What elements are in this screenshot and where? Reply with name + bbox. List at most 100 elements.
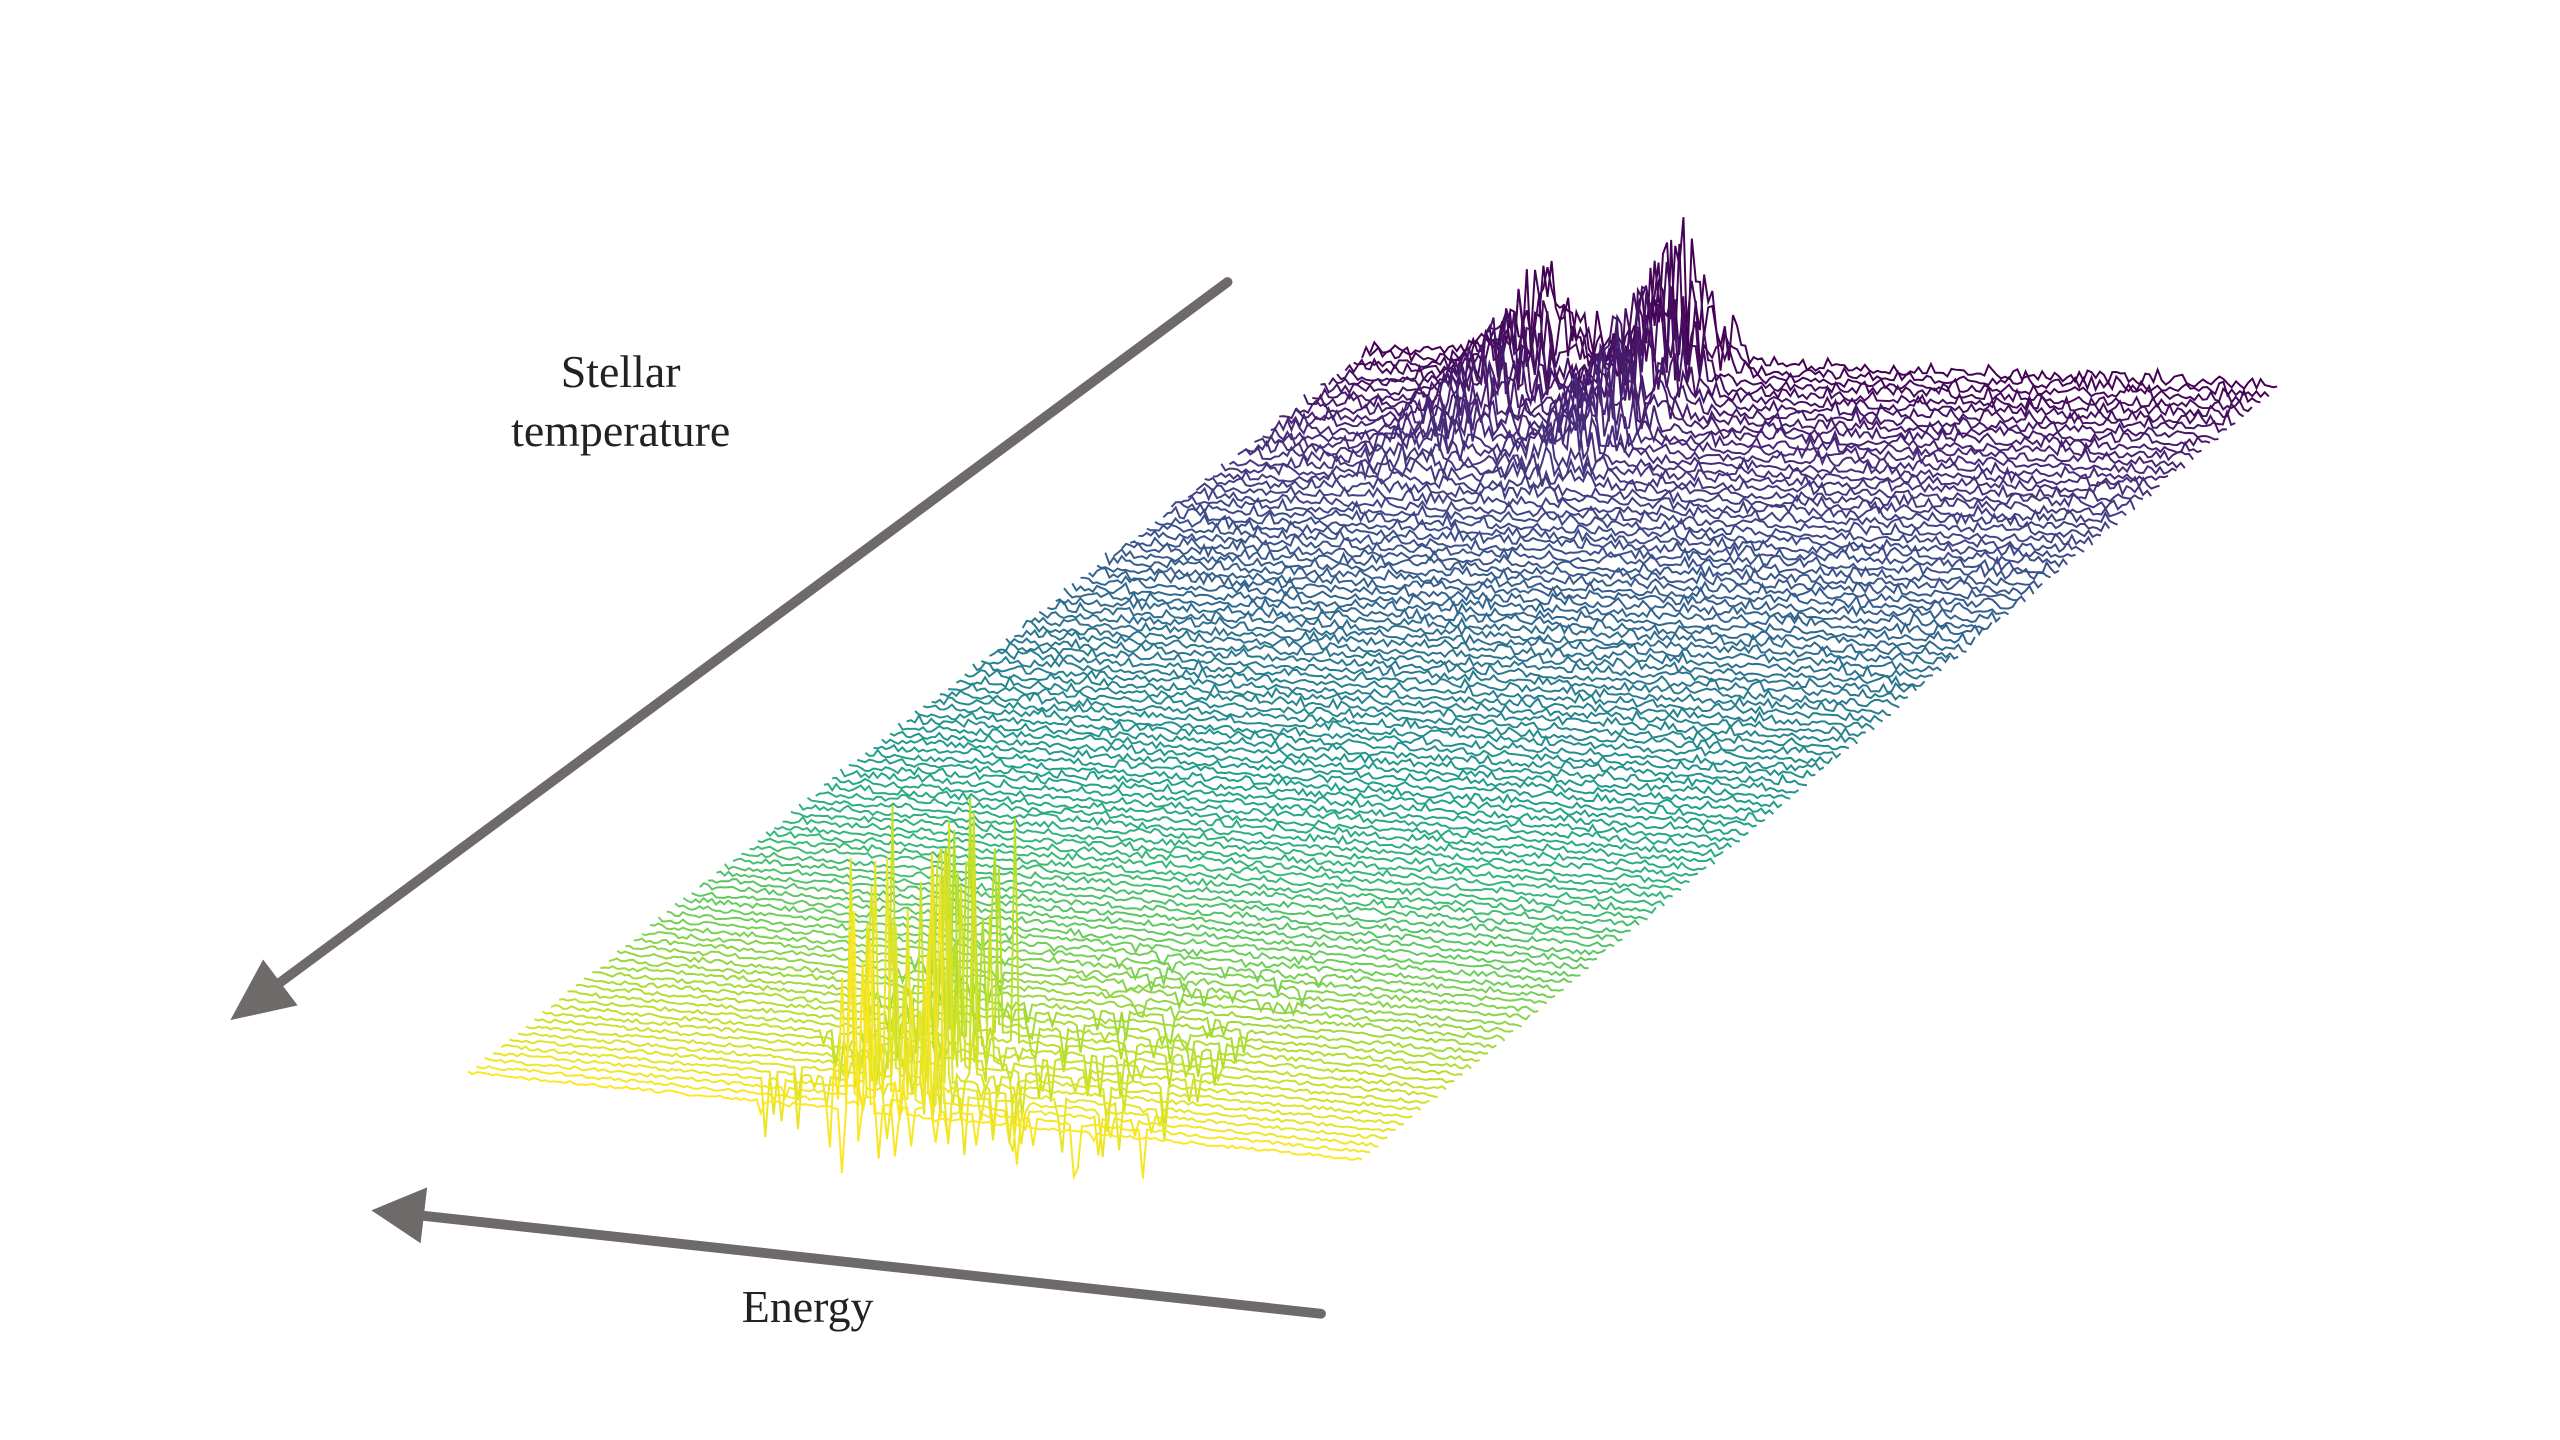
spectrum-line (881, 737, 1783, 809)
spectrum-line (798, 803, 1699, 877)
spectrum-line (525, 821, 1422, 1126)
spectrum-line (1005, 637, 1909, 701)
spectrum-line (832, 776, 1733, 851)
spectrum-line (534, 866, 1430, 1112)
spectrum-line (1212, 466, 2118, 526)
spectrum-line (1129, 536, 2035, 596)
spectrum-line (559, 797, 1455, 1088)
spectrum-line (633, 937, 1531, 1021)
spectrum-line (1096, 564, 2001, 624)
spectrum-line (989, 648, 1892, 717)
spectrum-line (815, 791, 1716, 865)
spectrum-line (1121, 541, 2027, 603)
spectrum-line (839, 768, 1740, 843)
spectrum-line (972, 661, 1875, 731)
spectrum-line (864, 748, 1766, 823)
spectrum-line (1303, 331, 2211, 447)
spectrum-line (467, 911, 1363, 1174)
spectrum-line (931, 696, 1834, 765)
spectrum-line (955, 675, 1859, 745)
spectrum-line (923, 703, 1825, 772)
spectrum-line (732, 857, 1631, 934)
spectrum-line (873, 743, 1775, 816)
spectrum-line (1220, 450, 2127, 518)
spectrum-line (782, 815, 1682, 891)
spectrum-line (806, 796, 1707, 872)
spectrum-line (964, 668, 1866, 738)
spectrum-line (708, 878, 1607, 956)
spectrum-line (1344, 261, 2253, 413)
spectrum-line (723, 863, 1623, 942)
spectrum-line (749, 845, 1648, 921)
spectrum-line (1245, 419, 2152, 497)
spectrum-line (980, 655, 1884, 724)
spectrum-line (1154, 513, 2060, 575)
spectrum-line (682, 896, 1581, 977)
spectrum-line (500, 857, 1396, 1153)
spectrum-line (616, 950, 1514, 1033)
spectrum-line (716, 870, 1615, 948)
spectrum-line (997, 641, 1900, 709)
spectrum-line (1254, 403, 2160, 490)
spectrum-line (889, 730, 1791, 800)
spectrum-line (897, 722, 1800, 794)
spectrum-line (757, 837, 1657, 915)
spectrum-line (1295, 335, 2202, 454)
spectrum-line (550, 999, 1447, 1098)
spectrum-line (492, 853, 1388, 1158)
spectrum-line (914, 710, 1816, 779)
spectrum-line (948, 682, 1850, 751)
spectrum-line (1187, 486, 2094, 546)
temperature-arrow (230, 277, 1233, 1021)
spectrum-line (666, 910, 1564, 992)
spectrum-line (1162, 505, 2069, 569)
spectrum-line (575, 829, 1472, 1071)
arrow-shaft (414, 1210, 1326, 1319)
spectrum-line (1038, 610, 1942, 673)
spectrum-line (1055, 596, 1959, 660)
spectrum-line (1279, 365, 2186, 469)
spectrum-line (567, 847, 1463, 1086)
spectrum-line (1138, 529, 2043, 589)
spectrum-line (823, 782, 1724, 858)
spectrum-line (1063, 587, 1967, 653)
spectrum-line (641, 931, 1539, 1013)
spectrum-line (674, 902, 1572, 983)
spectrum-line (765, 829, 1666, 907)
arrow-head (230, 959, 298, 1021)
spectrum-line (1021, 619, 1926, 688)
axis-label: Energy (742, 1281, 874, 1332)
spectrum-line (1336, 285, 2245, 419)
spectrum-line (1146, 522, 2051, 581)
spectrum-line (1195, 482, 2102, 539)
spectrum-line (1179, 495, 2085, 553)
spectrum-line (848, 763, 1749, 837)
spectrum-line (1270, 373, 2177, 475)
axis-label: temperature (511, 405, 730, 456)
spectra-waterfall (467, 217, 2278, 1181)
spectrum-line (790, 810, 1690, 885)
spectrum-line (774, 825, 1673, 900)
spectrum-line (1047, 600, 1951, 665)
spectrum-line (939, 689, 1842, 759)
spectrum-line (608, 957, 1506, 1042)
spectrum-line (1104, 552, 2009, 616)
spectrum-line (691, 891, 1589, 970)
spectrum-line (1170, 501, 2076, 559)
spectrum-line (625, 945, 1522, 1028)
spectrum-line (650, 922, 1548, 1005)
spectrum-line (906, 713, 1808, 787)
energy-arrow (371, 1187, 1326, 1319)
spectrum-line (856, 757, 1757, 828)
spectrum-line (1113, 547, 2018, 610)
spectrum-line (1014, 628, 1918, 694)
spectrum-line (592, 971, 1489, 1055)
spectrum-line (542, 805, 1438, 1103)
arrow-head (371, 1187, 428, 1244)
spectrum-line (583, 977, 1480, 1064)
spectrum-line (1204, 476, 2111, 533)
spectrum-line (509, 893, 1405, 1133)
spectrum-line (1030, 616, 1933, 680)
